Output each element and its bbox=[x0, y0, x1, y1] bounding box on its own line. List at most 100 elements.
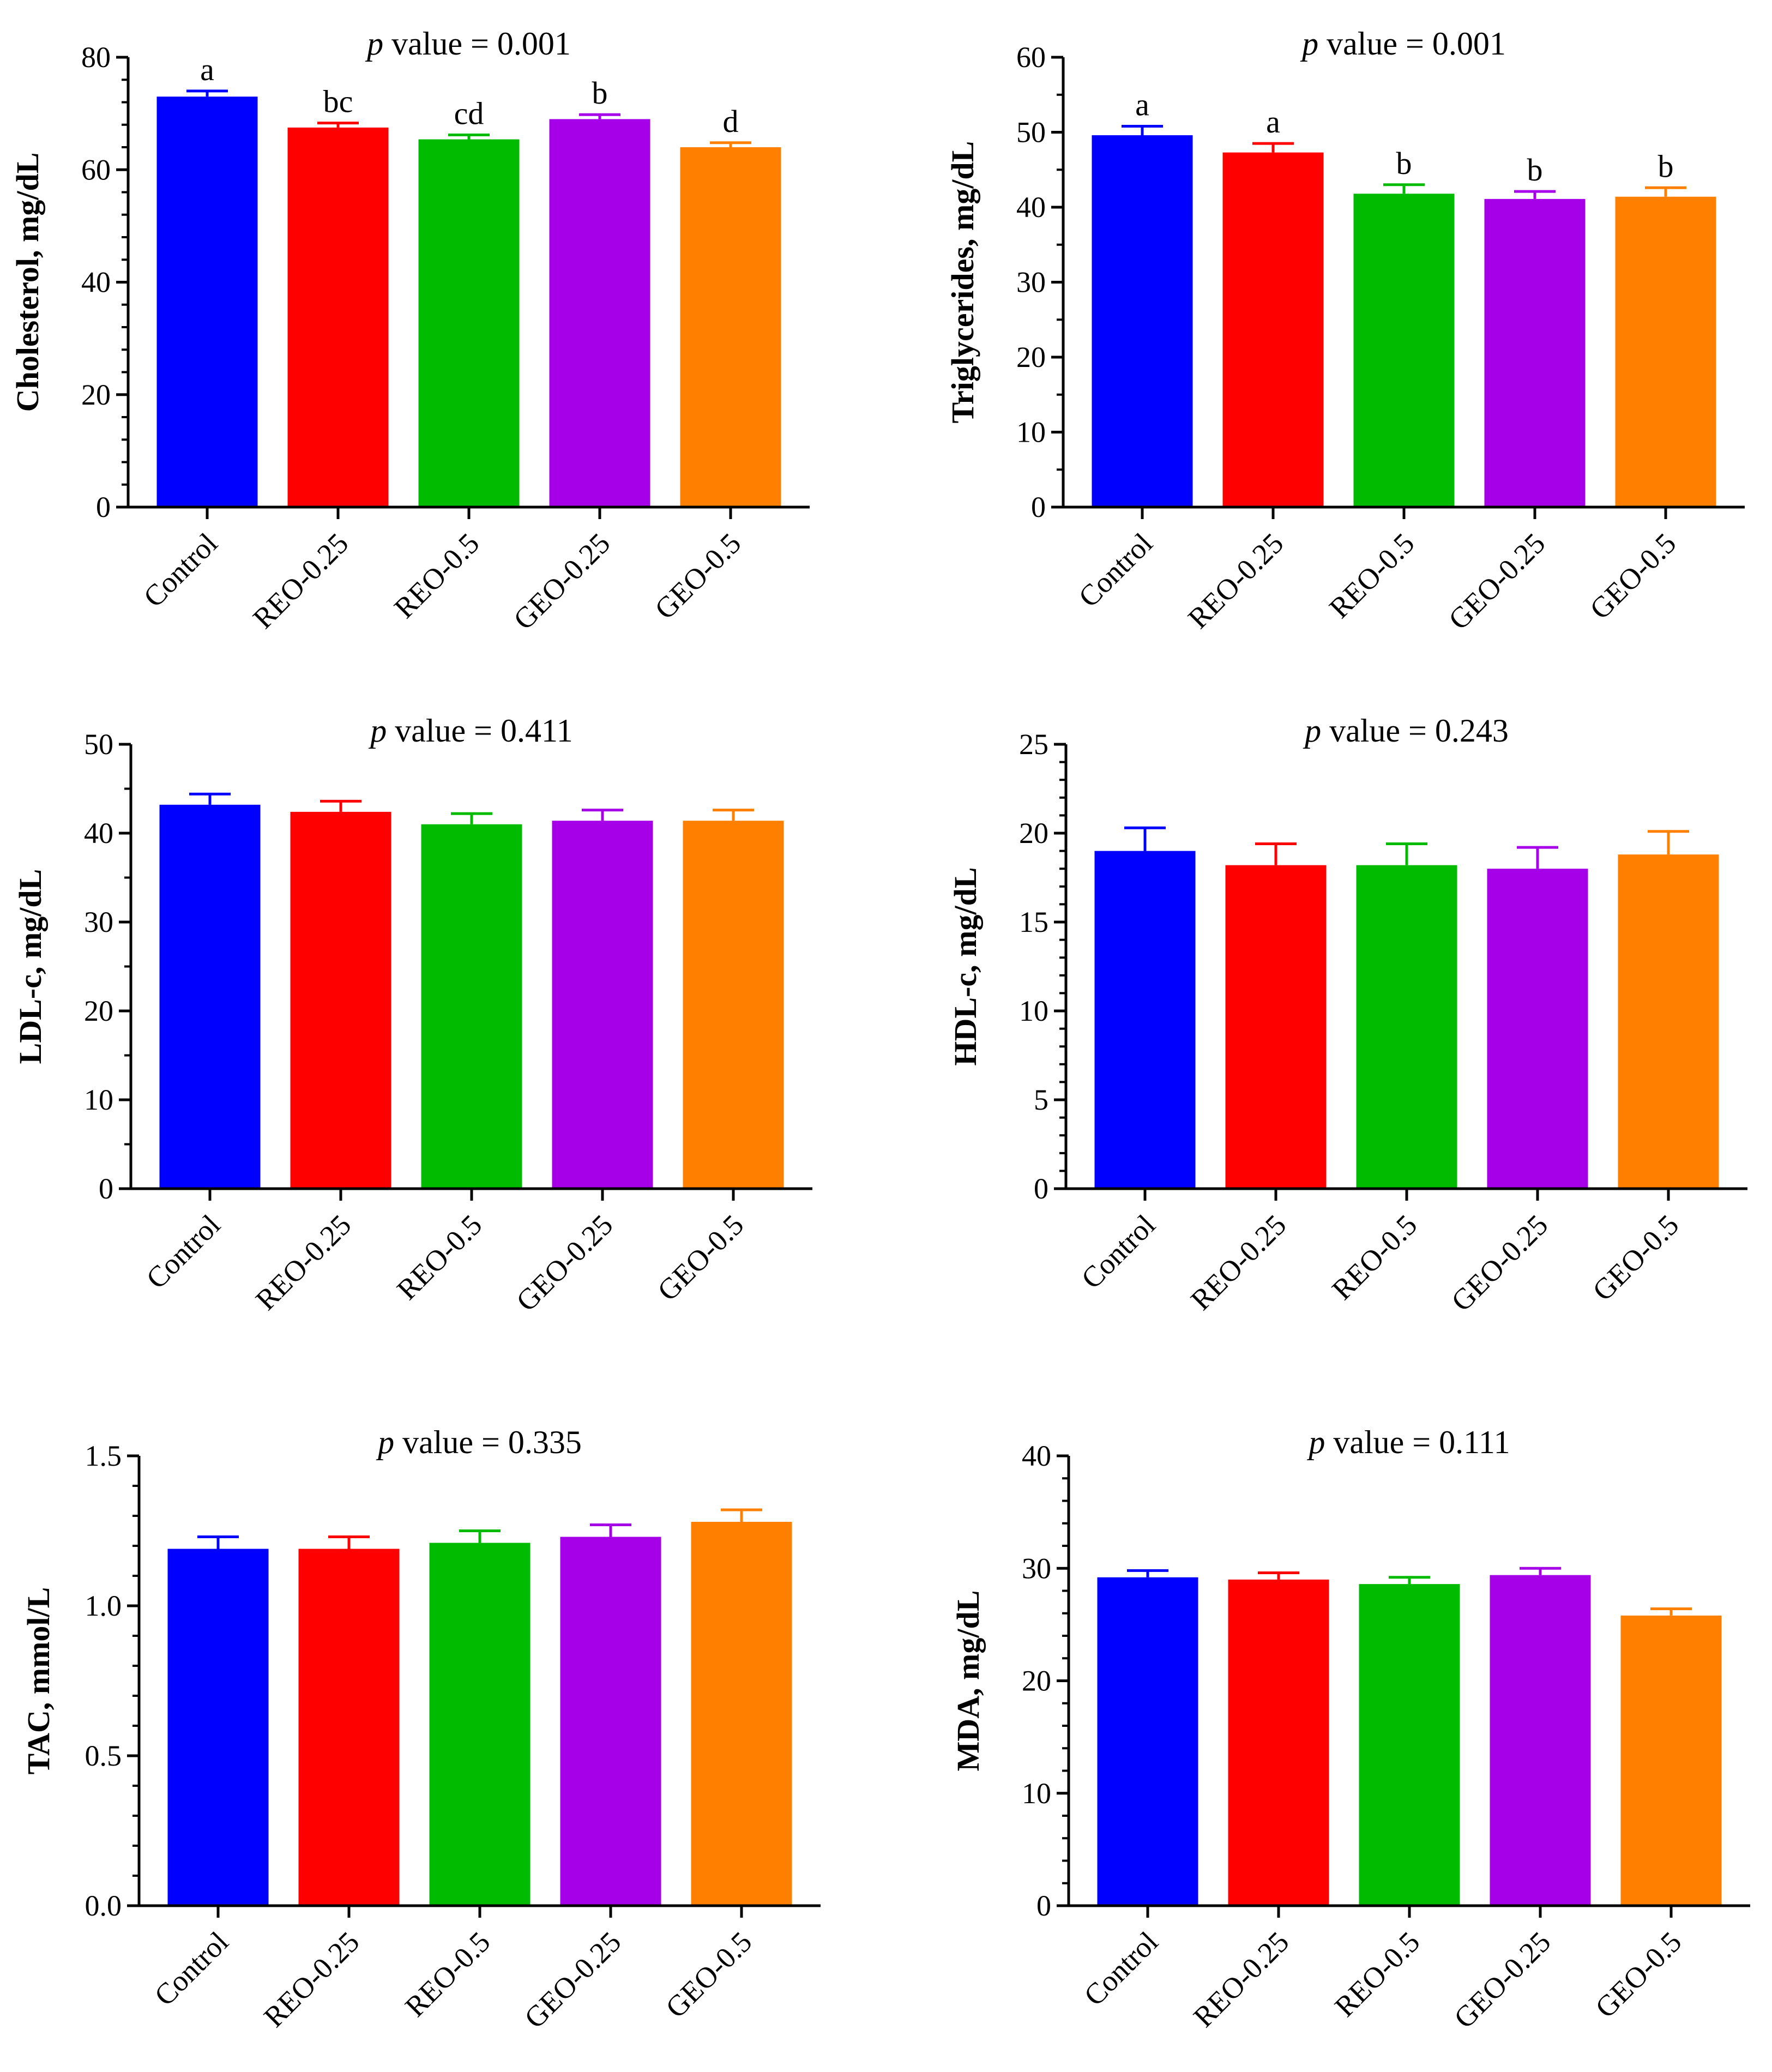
y-tick-label-cholesterol-4: 80 bbox=[81, 41, 111, 74]
bar-mda-0 bbox=[1097, 1577, 1198, 1906]
sig-letter-triglycerides-2: b bbox=[1396, 146, 1412, 181]
p-value-text: value = 0.111 bbox=[1325, 1424, 1510, 1460]
p-value-text: value = 0.243 bbox=[1321, 713, 1509, 749]
x-tick-label-triglycerides-0: Control bbox=[1072, 527, 1159, 613]
bar-hdl-0 bbox=[1094, 851, 1196, 1189]
p-symbol: p bbox=[1306, 1424, 1325, 1460]
p-symbol: p bbox=[365, 26, 383, 62]
bar-triglycerides-0 bbox=[1092, 135, 1193, 507]
x-tick-label-cholesterol-4: GEO-0.5 bbox=[648, 527, 747, 625]
chart-title-hdl: p value = 0.243 bbox=[1303, 713, 1509, 749]
chart-title-mda: p value = 0.111 bbox=[1306, 1424, 1510, 1460]
bar-cholesterol-0 bbox=[156, 97, 258, 507]
y-axis-label-tac: TAC, mmol/L bbox=[21, 1587, 56, 1775]
bar-ldl-2 bbox=[421, 824, 522, 1189]
y-tick-label-ldl-2: 20 bbox=[84, 995, 113, 1027]
bar-ldl-3 bbox=[552, 821, 653, 1189]
x-tick-label-mda-0: Control bbox=[1077, 1925, 1164, 2012]
y-tick-label-triglycerides-3: 30 bbox=[1016, 266, 1046, 299]
bar-ldl-0 bbox=[159, 804, 261, 1189]
p-symbol: p bbox=[1300, 26, 1318, 62]
bar-tac-2 bbox=[429, 1543, 531, 1906]
y-tick-label-hdl-4: 20 bbox=[1019, 817, 1048, 850]
p-value-text: value = 0.001 bbox=[1318, 26, 1506, 62]
bar-hdl-4 bbox=[1618, 854, 1719, 1189]
y-tick-label-triglycerides-6: 60 bbox=[1016, 41, 1046, 74]
y-tick-label-mda-4: 40 bbox=[1022, 1439, 1051, 1472]
panel-cholesterol: p value = 0.001 a bc cd b d 0 20 40 60 80 Cholester… bbox=[10, 26, 810, 636]
x-tick-label-triglycerides-4: GEO-0.5 bbox=[1583, 527, 1682, 625]
panel-ldl: p value = 0.411 0 10 20 30 40 50 LDL-c, mg/dL Co… bbox=[13, 713, 812, 1318]
panel-tac: p value = 0.335 0.0 0.5 1.0 1.5 TAC, mmol/L Co… bbox=[21, 1424, 821, 2035]
x-tick-label-triglycerides-1: REO-0.25 bbox=[1182, 527, 1289, 635]
y-tick-label-cholesterol-0: 0 bbox=[96, 491, 111, 523]
x-tick-label-ldl-0: Control bbox=[140, 1208, 226, 1295]
sig-letter-triglycerides-3: b bbox=[1527, 152, 1543, 188]
x-tick-label-ldl-1: REO-0.25 bbox=[249, 1208, 357, 1316]
x-tick-label-triglycerides-3: GEO-0.25 bbox=[1442, 527, 1551, 636]
bar-mda-1 bbox=[1228, 1579, 1329, 1906]
bar-hdl-1 bbox=[1225, 865, 1327, 1189]
sig-letter-cholesterol-3: b bbox=[592, 75, 608, 111]
bar-cholesterol-3 bbox=[549, 119, 650, 507]
x-tick-label-hdl-0: Control bbox=[1075, 1208, 1161, 1295]
x-tick-label-tac-3: GEO-0.25 bbox=[518, 1925, 627, 2034]
y-tick-label-mda-0: 0 bbox=[1036, 1889, 1051, 1922]
x-tick-label-cholesterol-3: GEO-0.25 bbox=[507, 527, 616, 636]
sig-letter-cholesterol-0: a bbox=[200, 52, 214, 87]
bar-ldl-1 bbox=[290, 811, 391, 1189]
y-tick-label-triglycerides-4: 40 bbox=[1016, 191, 1046, 224]
bar-tac-0 bbox=[167, 1549, 269, 1906]
sig-letter-cholesterol-4: d bbox=[723, 104, 739, 139]
sig-letter-triglycerides-4: b bbox=[1658, 148, 1674, 184]
y-tick-label-tac-2: 1.0 bbox=[85, 1589, 122, 1622]
y-tick-label-ldl-3: 30 bbox=[84, 906, 113, 938]
y-tick-label-cholesterol-2: 40 bbox=[81, 266, 111, 299]
bar-hdl-2 bbox=[1356, 865, 1457, 1189]
bar-cholesterol-1 bbox=[287, 127, 389, 507]
sig-letter-triglycerides-1: a bbox=[1266, 104, 1280, 140]
chart-title-cholesterol: p value = 0.001 bbox=[365, 26, 571, 62]
bar-triglycerides-3 bbox=[1484, 198, 1586, 507]
panel-mda: p value = 0.111 0 10 20 30 40 MDA, mg/dL Contro… bbox=[950, 1424, 1750, 2035]
panel-hdl: p value = 0.243 0 5 10 15 20 25 HDL-c, mg/dL Con… bbox=[948, 713, 1747, 1318]
y-axis-label-hdl: HDL-c, mg/dL bbox=[948, 867, 983, 1065]
y-tick-label-mda-1: 10 bbox=[1022, 1777, 1051, 1810]
bar-triglycerides-2 bbox=[1353, 194, 1455, 507]
p-symbol: p bbox=[1303, 713, 1321, 749]
chart-title-ldl: p value = 0.411 bbox=[368, 713, 573, 749]
x-tick-label-hdl-1: REO-0.25 bbox=[1184, 1208, 1292, 1316]
bar-hdl-3 bbox=[1487, 869, 1588, 1189]
sig-letter-cholesterol-2: cd bbox=[454, 95, 484, 131]
bar-cholesterol-2 bbox=[418, 139, 520, 507]
bar-ldl-4 bbox=[683, 821, 784, 1189]
bar-cholesterol-4 bbox=[680, 147, 781, 507]
y-tick-label-cholesterol-3: 60 bbox=[81, 153, 111, 186]
x-tick-label-tac-2: REO-0.5 bbox=[399, 1925, 496, 2023]
x-tick-label-tac-0: Control bbox=[148, 1925, 234, 2012]
p-symbol: p bbox=[368, 713, 387, 749]
x-tick-label-triglycerides-2: REO-0.5 bbox=[1323, 527, 1420, 624]
y-tick-label-mda-3: 30 bbox=[1022, 1552, 1051, 1585]
x-tick-label-tac-1: REO-0.25 bbox=[257, 1925, 365, 2033]
p-value-text: value = 0.001 bbox=[383, 26, 571, 62]
x-tick-label-cholesterol-2: REO-0.5 bbox=[388, 527, 485, 624]
y-tick-label-ldl-4: 40 bbox=[84, 817, 113, 850]
y-tick-label-hdl-1: 5 bbox=[1034, 1083, 1048, 1116]
panel-triglycerides: p value = 0.001 a a b b b 0 10 20 30 40 50 60 Triglyc… bbox=[945, 26, 1745, 636]
x-tick-label-tac-4: GEO-0.5 bbox=[659, 1925, 758, 2024]
bar-mda-3 bbox=[1490, 1575, 1591, 1906]
x-tick-label-cholesterol-1: REO-0.25 bbox=[246, 527, 354, 635]
p-value-text: value = 0.411 bbox=[387, 713, 573, 749]
x-tick-label-ldl-4: GEO-0.5 bbox=[651, 1208, 750, 1307]
bar-tac-1 bbox=[298, 1549, 400, 1906]
x-tick-label-mda-3: GEO-0.25 bbox=[1448, 1925, 1557, 2034]
chart-title-tac: p value = 0.335 bbox=[376, 1424, 582, 1460]
x-tick-label-cholesterol-0: Control bbox=[137, 527, 224, 613]
y-tick-label-ldl-5: 50 bbox=[84, 728, 113, 761]
y-tick-label-tac-3: 1.5 bbox=[85, 1439, 122, 1472]
y-axis-label-cholesterol: Cholesterol, mg/dL bbox=[10, 153, 45, 412]
bar-triglycerides-1 bbox=[1222, 152, 1324, 507]
y-tick-label-hdl-0: 0 bbox=[1034, 1172, 1048, 1205]
